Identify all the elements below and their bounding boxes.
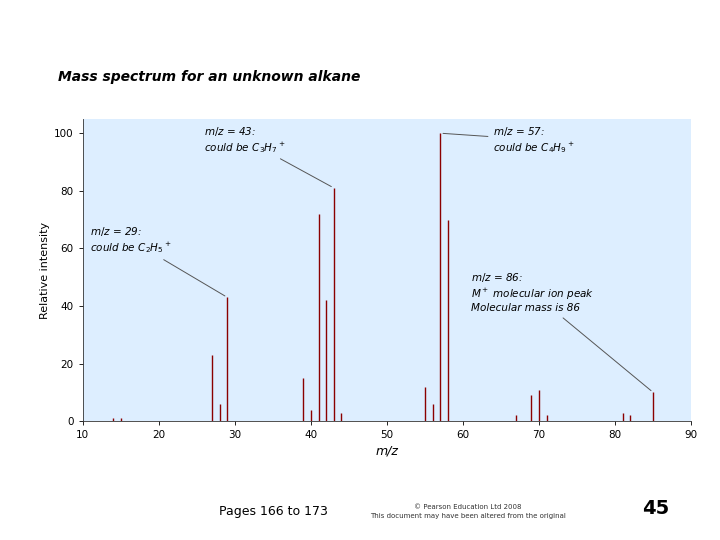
Text: Mass spectrum for an unknown alkane: Mass spectrum for an unknown alkane bbox=[58, 70, 360, 84]
Text: © Pearson Education Ltd 2008: © Pearson Education Ltd 2008 bbox=[414, 504, 522, 510]
Text: This document may have been altered from the original: This document may have been altered from… bbox=[370, 514, 566, 519]
Y-axis label: Relative intensity: Relative intensity bbox=[40, 221, 50, 319]
Text: $m/z$ = 57:
could be C$_4$H$_9$$^+$: $m/z$ = 57: could be C$_4$H$_9$$^+$ bbox=[443, 125, 575, 154]
X-axis label: m/z: m/z bbox=[376, 444, 398, 457]
Text: $m/z$ = 86:
M$^+$ molecular ion peak
Molecular mass is 86: $m/z$ = 86: M$^+$ molecular ion peak Mol… bbox=[471, 272, 651, 390]
Text: $m/z$ = 29:
could be C$_2$H$_5$$^+$: $m/z$ = 29: could be C$_2$H$_5$$^+$ bbox=[91, 225, 225, 296]
Text: $m/z$ = 43:
could be C$_3$H$_7$$^+$: $m/z$ = 43: could be C$_3$H$_7$$^+$ bbox=[204, 125, 331, 187]
Text: Pages 166 to 173: Pages 166 to 173 bbox=[219, 505, 328, 518]
Text: 45: 45 bbox=[642, 500, 670, 518]
